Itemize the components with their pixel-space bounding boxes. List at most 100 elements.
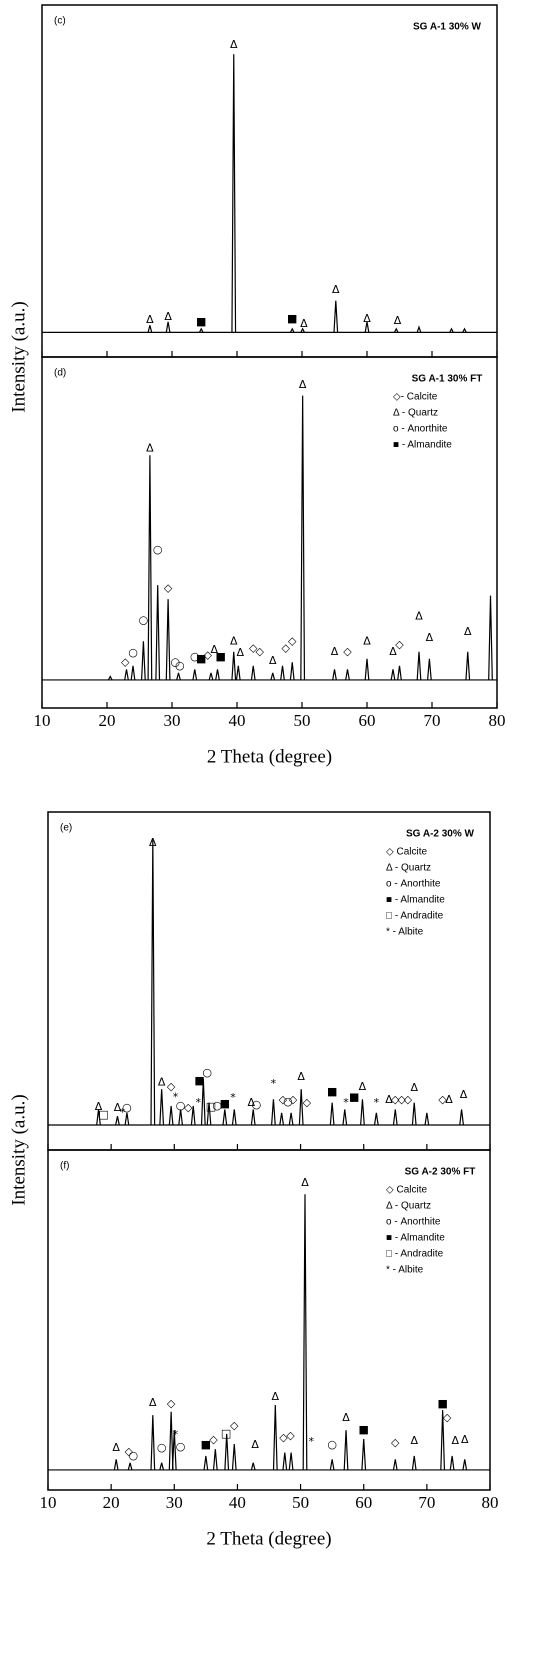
phase-marker: Δ <box>210 643 218 656</box>
peak <box>250 1109 256 1126</box>
x-tick-label: 30 <box>166 1493 183 1512</box>
legend-entry: * - Albite <box>386 1265 424 1276</box>
legend-entry: ■ - Almandite <box>386 1233 445 1244</box>
panel-title: SG A-1 30% FT <box>412 374 483 385</box>
phase-marker: Δ <box>248 1096 256 1109</box>
peak <box>200 1078 206 1126</box>
phase-marker: ◇ <box>288 634 297 647</box>
peak <box>159 1089 165 1126</box>
phase-marker: ◇ <box>184 1101 193 1114</box>
phase-marker: Δ <box>461 1433 469 1446</box>
phase-marker: Δ <box>146 313 154 326</box>
phase-marker: ○ <box>170 655 180 668</box>
peak <box>147 325 153 333</box>
phase-marker: ◇ <box>164 582 173 595</box>
peak <box>329 1459 335 1471</box>
peak <box>115 1116 120 1126</box>
peak <box>250 665 256 680</box>
panel-label: (f) <box>60 1161 69 1172</box>
phase-marker: * <box>374 1096 380 1109</box>
x-tick-label: 40 <box>229 1493 246 1512</box>
peak <box>342 1109 348 1126</box>
peak <box>279 1112 285 1126</box>
peak <box>343 1430 349 1470</box>
phase-marker: ◇ <box>404 1093 413 1106</box>
phase-marker: * <box>173 1428 179 1441</box>
phase-marker: ○ <box>202 1066 212 1079</box>
legend-entry: ο - Anorthite <box>386 1217 441 1228</box>
phase-marker: ◇ <box>395 638 404 651</box>
legend-entry: □ - Andradite <box>386 1249 444 1260</box>
phase-marker: ○ <box>190 650 200 663</box>
peak <box>272 1404 278 1470</box>
peak <box>270 672 276 681</box>
phase-marker: ■ <box>437 1397 447 1410</box>
peak <box>168 1106 174 1126</box>
panel-label: (d) <box>54 368 66 379</box>
legend-entry: ■ - Almandite <box>393 440 452 451</box>
phase-marker: ◇ <box>167 1397 176 1410</box>
phase-marker: Δ <box>363 634 371 647</box>
phase-marker: Δ <box>410 1434 418 1447</box>
peak <box>288 1112 294 1126</box>
peak <box>222 1109 228 1126</box>
x-tick-label: 70 <box>418 1493 435 1512</box>
legend-entry: Δ - Quartz <box>386 863 431 874</box>
phase-marker: ■ <box>220 1097 230 1110</box>
panel-frame <box>41 356 498 709</box>
phase-marker: Δ <box>114 1101 122 1114</box>
phase-marker: * <box>309 1435 315 1448</box>
phase-marker: * <box>343 1096 349 1109</box>
phase-marker: Δ <box>460 1088 468 1101</box>
phase-marker: ◇ <box>125 1445 134 1458</box>
peak <box>289 662 295 680</box>
phase-marker: Δ <box>410 1081 418 1094</box>
phase-marker: ◇ <box>230 1419 239 1432</box>
x-tick-label: 60 <box>359 711 376 730</box>
peak <box>271 1099 276 1126</box>
peak <box>235 665 241 680</box>
legend-entry: * - Albite <box>386 927 424 938</box>
peak <box>288 1452 294 1471</box>
x-tick-label: 50 <box>292 1493 309 1512</box>
phase-marker: Δ <box>230 38 238 51</box>
phase-marker: ◇ <box>279 1431 288 1444</box>
phase-marker: ■ <box>359 1423 369 1436</box>
phase-marker: ○ <box>176 1099 186 1112</box>
peak <box>373 1112 379 1126</box>
phase-marker: Δ <box>385 1093 393 1106</box>
phase-marker: Δ <box>299 378 307 391</box>
peak <box>302 1194 308 1470</box>
peak <box>298 1089 304 1126</box>
peak <box>159 1462 165 1471</box>
peak <box>150 839 156 1125</box>
phase-marker: ■ <box>287 312 297 325</box>
peak <box>231 1109 237 1126</box>
phase-marker: ○ <box>128 1449 138 1462</box>
peak <box>345 669 350 681</box>
phase-marker: * <box>120 1106 126 1119</box>
peak <box>397 665 402 680</box>
phase-marker: ○ <box>283 1095 293 1108</box>
panel-label: (e) <box>60 823 72 834</box>
phase-marker: ◇ <box>121 655 130 668</box>
phase-marker: ◇ <box>391 1436 400 1449</box>
peak <box>171 1430 177 1470</box>
panel-title: SG A-2 30% W <box>406 829 475 840</box>
phase-marker: ○ <box>252 1098 262 1111</box>
peak <box>203 1455 209 1471</box>
legend-entry: ο - Anorthite <box>386 879 441 890</box>
x-tick-label: 50 <box>294 711 311 730</box>
peak <box>250 1462 256 1471</box>
peak <box>361 1438 367 1470</box>
x-tick-label: 20 <box>99 711 116 730</box>
peak <box>224 1433 230 1470</box>
legend-entry: ◇- Calcite <box>393 392 438 403</box>
y-axis-label: Intensity (a.u.) <box>8 1094 29 1205</box>
phase-marker: ◇ <box>282 641 291 654</box>
peak <box>390 669 396 681</box>
phase-marker: Δ <box>297 1070 305 1083</box>
peak <box>393 327 399 333</box>
panel-frame <box>47 1149 491 1491</box>
x-tick-label: 10 <box>34 711 51 730</box>
